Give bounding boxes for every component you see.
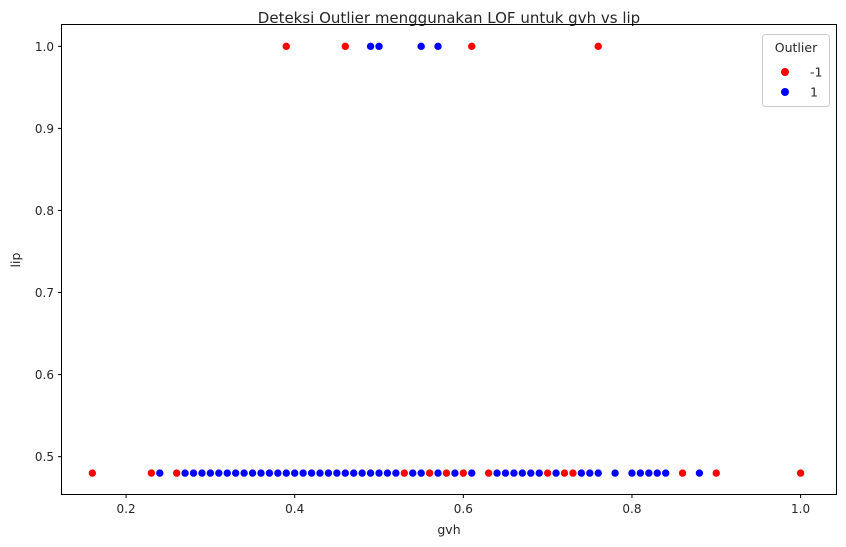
point-inlier — [408, 468, 418, 478]
point-inlier — [366, 468, 375, 478]
point-inlier — [627, 468, 637, 478]
y-tick-label: 0.8 — [35, 204, 54, 218]
point-inlier — [357, 468, 367, 478]
x-tick-label: 1.0 — [791, 502, 810, 516]
point-inlier — [501, 468, 510, 478]
point-outlier — [281, 42, 291, 51]
point-inlier — [290, 468, 300, 478]
point-inlier — [467, 468, 477, 478]
point-inlier — [180, 468, 190, 478]
point-outlier — [425, 468, 434, 478]
y-tick-label: 1.0 — [35, 40, 54, 54]
point-inlier — [374, 468, 384, 478]
data-points — [88, 42, 805, 478]
y-tick-label: 0.6 — [35, 368, 54, 382]
legend-frame — [762, 34, 830, 107]
point-inlier — [416, 468, 426, 478]
point-inlier — [509, 468, 519, 478]
point-inlier — [577, 468, 586, 478]
point-outlier — [172, 468, 181, 478]
point-outlier — [711, 468, 721, 478]
point-inlier — [644, 468, 654, 478]
x-tick-label: 0.8 — [622, 502, 641, 516]
point-outlier — [560, 468, 569, 478]
point-inlier — [534, 468, 544, 478]
point-inlier — [433, 468, 443, 478]
point-inlier — [155, 468, 165, 478]
point-inlier — [189, 468, 198, 478]
point-outlier — [796, 468, 805, 478]
y-axis: 0.5 0.6 0.7 0.8 0.9 1.0 — [35, 40, 62, 464]
point-outlier — [459, 468, 468, 478]
y-tick-label: 0.7 — [35, 286, 54, 300]
point-inlier — [340, 468, 350, 478]
point-inlier — [239, 468, 249, 478]
point-inlier — [248, 468, 257, 478]
point-inlier — [433, 42, 443, 51]
point-outlier — [568, 468, 578, 478]
point-inlier — [585, 468, 595, 478]
point-inlier — [518, 468, 527, 478]
point-inlier — [492, 468, 502, 478]
point-inlier — [366, 42, 375, 51]
point-inlier — [324, 468, 333, 478]
point-inlier — [222, 468, 232, 478]
point-outlier — [147, 468, 156, 478]
chart-title: Deteksi Outlier menggunakan LOF untuk gv… — [258, 9, 640, 27]
point-inlier — [661, 468, 670, 478]
x-tick-label: 0.6 — [454, 502, 473, 516]
point-inlier — [265, 468, 274, 478]
point-outlier — [678, 468, 687, 478]
point-inlier — [332, 468, 342, 478]
x-axis-label: gvh — [437, 522, 460, 537]
point-inlier — [391, 468, 401, 478]
point-inlier — [374, 42, 384, 51]
point-inlier — [383, 468, 392, 478]
plot-frame — [61, 24, 837, 495]
point-inlier — [416, 42, 426, 51]
y-axis-label: lip — [8, 252, 23, 267]
legend-marker-inlier — [781, 88, 789, 96]
point-outlier — [543, 468, 552, 478]
legend-label-inlier: 1 — [810, 85, 818, 100]
point-inlier — [273, 468, 283, 478]
point-outlier — [400, 468, 409, 478]
point-inlier — [450, 468, 460, 478]
point-inlier — [281, 468, 291, 478]
point-inlier — [214, 468, 224, 478]
point-inlier — [652, 468, 662, 478]
x-axis: 0.2 0.4 0.6 0.8 1.0 — [117, 494, 810, 516]
point-inlier — [256, 468, 266, 478]
point-inlier — [695, 468, 704, 478]
point-inlier — [231, 468, 240, 478]
point-inlier — [636, 468, 645, 478]
point-outlier — [484, 468, 493, 478]
point-inlier — [610, 468, 620, 478]
point-inlier — [551, 468, 561, 478]
legend-label-outlier: -1 — [810, 65, 822, 80]
point-inlier — [197, 468, 207, 478]
point-outlier — [88, 468, 97, 478]
point-outlier — [593, 42, 603, 51]
point-outlier — [467, 42, 477, 51]
legend-title: Outlier — [775, 40, 818, 55]
point-inlier — [593, 468, 603, 478]
legend-marker-outlier — [781, 68, 789, 76]
y-tick-label: 0.5 — [35, 450, 54, 464]
point-outlier — [442, 468, 451, 478]
legend[interactable]: Outlier -1 1 — [762, 34, 830, 107]
y-tick-label: 0.9 — [35, 122, 54, 136]
point-inlier — [206, 468, 215, 478]
point-inlier — [349, 468, 359, 478]
point-inlier — [298, 468, 308, 478]
point-inlier — [315, 468, 325, 478]
point-outlier — [340, 42, 350, 51]
point-inlier — [307, 468, 316, 478]
point-inlier — [526, 468, 536, 478]
x-tick-label: 0.4 — [285, 502, 304, 516]
x-tick-label: 0.2 — [117, 502, 136, 516]
